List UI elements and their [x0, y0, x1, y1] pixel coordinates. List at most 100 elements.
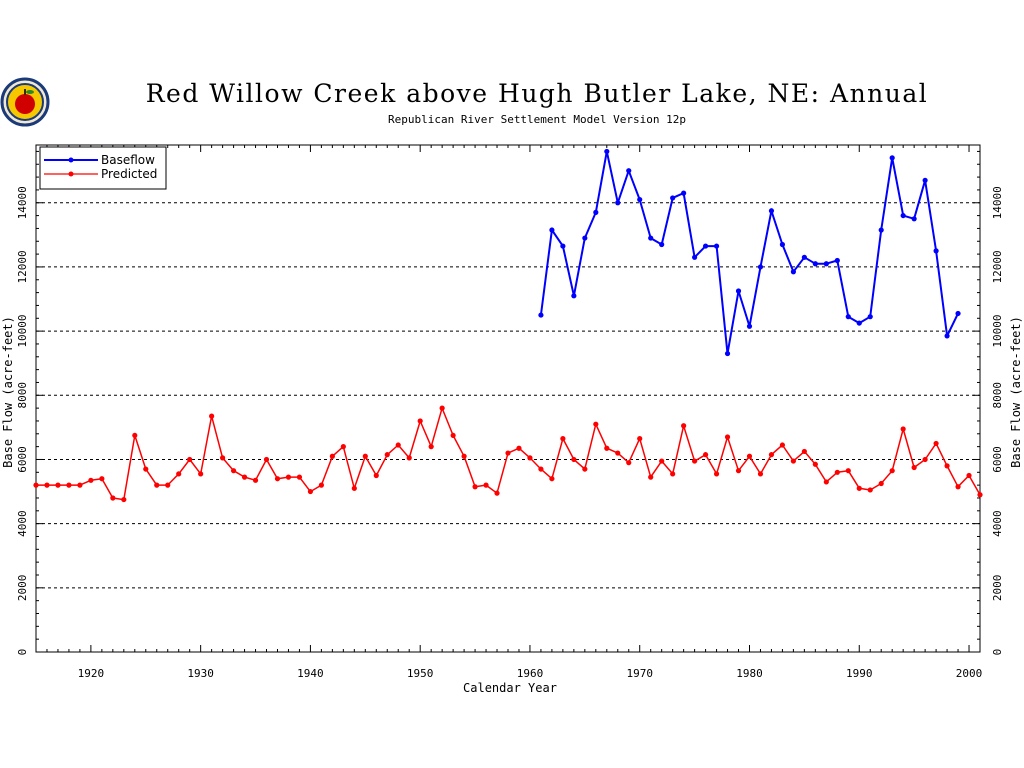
predicted-point [724, 434, 731, 440]
predicted-point [944, 463, 950, 469]
predicted-point [856, 485, 862, 491]
x-tick-label: 1980 [736, 667, 763, 680]
predicted-point [143, 466, 149, 472]
predicted-point [329, 453, 335, 459]
predicted-point [834, 469, 840, 475]
predicted-point [285, 474, 292, 480]
predicted-point [626, 460, 632, 466]
predicted-point [395, 442, 401, 448]
predicted-point [582, 466, 588, 472]
baseflow-point [867, 314, 873, 320]
predicted-point [878, 480, 884, 487]
baseflow-point [571, 293, 577, 299]
baseflow-point [702, 243, 709, 249]
predicted-point [307, 488, 314, 495]
baseflow-point [823, 261, 829, 267]
grid [36, 202, 980, 589]
predicted-point [659, 458, 665, 464]
predicted-point [549, 476, 555, 482]
baseflow-point [713, 243, 720, 249]
predicted-point [55, 482, 61, 488]
predicted-point [560, 436, 566, 442]
baseflow-point [757, 264, 764, 270]
baseflow-point [692, 254, 698, 260]
y-tick-label-left: 14000 [16, 186, 29, 219]
x-tick-label: 1920 [78, 667, 105, 680]
predicted-point [593, 421, 599, 427]
x-tick-label: 1930 [187, 667, 214, 680]
predicted-point [692, 458, 698, 464]
baseflow-point [911, 216, 917, 222]
predicted-point [230, 468, 237, 474]
y-tick-label-left: 6000 [16, 446, 29, 473]
predicted-point [933, 440, 939, 447]
baseflow-point [955, 310, 961, 317]
y-tick-label-left: 8000 [16, 382, 29, 409]
predicted-point [922, 456, 928, 463]
predicted-point [746, 453, 753, 459]
predicted-point [527, 455, 533, 461]
baseflow-point [900, 212, 906, 219]
x-tick-label: 1990 [846, 667, 873, 680]
baseflow-point [768, 208, 775, 214]
predicted-point [33, 482, 39, 488]
baseflow-point [626, 168, 632, 174]
y-tick-label-right: 2000 [991, 575, 1004, 602]
predicted-point [702, 452, 709, 458]
x-tick-label: 1950 [407, 667, 434, 680]
baseflow-point [538, 312, 544, 318]
baseflow-point [659, 241, 665, 248]
baseflow-point [845, 314, 851, 320]
predicted-point [472, 484, 478, 490]
series [33, 148, 983, 503]
predicted-point [801, 448, 807, 455]
baseflow-point [933, 248, 939, 254]
predicted-point [296, 474, 303, 480]
predicted-point [274, 476, 281, 482]
y-axis-label-right: Base Flow (acre-feet) [1009, 316, 1023, 468]
predicted-point [648, 474, 654, 480]
baseflow-point [637, 196, 643, 203]
x-tick-label: 1970 [626, 667, 653, 680]
baseflow-point [922, 177, 928, 183]
predicted-point [977, 492, 983, 498]
legend-predicted-marker [68, 171, 74, 177]
predicted-point [867, 487, 873, 493]
legend-box [39, 146, 167, 190]
legend-baseflow-marker [68, 157, 74, 163]
predicted-point [571, 456, 577, 463]
predicted-point [735, 468, 742, 474]
predicted-point [241, 474, 248, 480]
baseflow-point [779, 241, 786, 248]
predicted-point [77, 482, 83, 488]
y-tick-label-right: 8000 [991, 382, 1004, 409]
x-tick-label: 2000 [956, 667, 983, 680]
predicted-point [966, 472, 972, 479]
baseflow-point [812, 261, 818, 267]
predicted-point [483, 482, 489, 488]
predicted-point [681, 423, 687, 429]
predicted-point [121, 496, 127, 503]
predicted-point [198, 471, 204, 477]
x-tick-label: 1960 [517, 667, 544, 680]
apple-emblem-logo [0, 77, 50, 127]
y-tick-label-right: 0 [991, 649, 1004, 656]
predicted-point [637, 436, 643, 442]
y-tick-label-left: 0 [16, 649, 29, 656]
y-tick-label-right: 10000 [991, 315, 1004, 348]
y-tick-label-right: 12000 [991, 250, 1004, 283]
predicted-point [132, 432, 138, 439]
predicted-point [911, 464, 917, 471]
predicted-point [428, 444, 434, 450]
axes: 0 0 2000 2000 4000 4000 6000 6000 8000 8000 10000 1… [16, 144, 1004, 680]
predicted-point [406, 455, 412, 461]
baseflow-point [549, 227, 555, 233]
predicted-point [165, 482, 171, 488]
predicted-point [757, 471, 764, 477]
baseflow-point [670, 195, 676, 201]
predicted-point [845, 468, 851, 474]
predicted-point [318, 482, 324, 488]
chart-subtitle: Republican River Settlement Model Versio… [388, 113, 686, 126]
